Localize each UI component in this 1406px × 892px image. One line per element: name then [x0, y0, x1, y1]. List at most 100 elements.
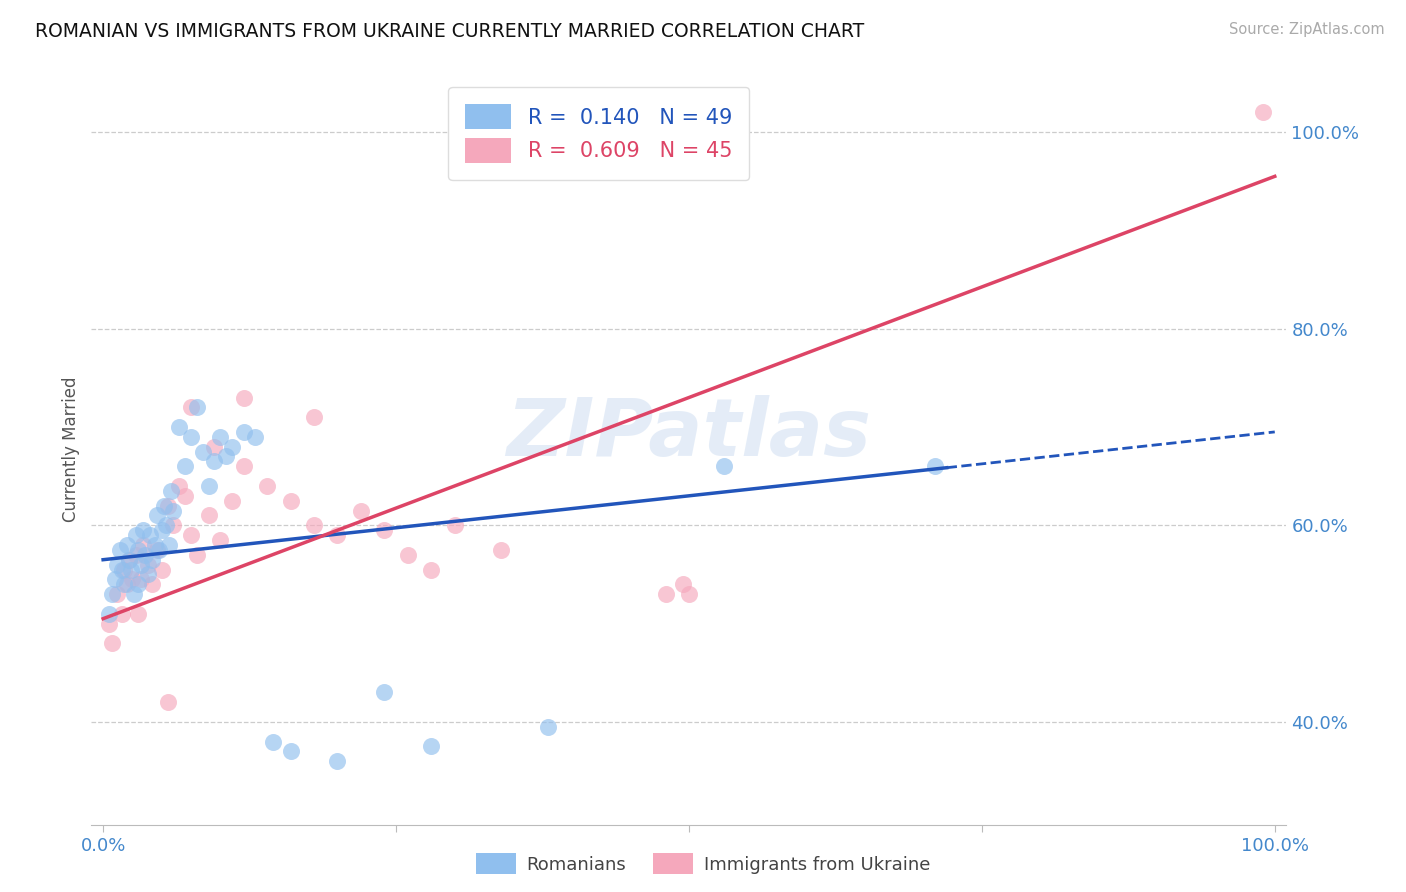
Point [209, 430, 232, 444]
Point [122, 587, 145, 601]
Point [115, 538, 138, 552]
Point [232, 425, 254, 439]
Point [326, 754, 349, 768]
Point [111, 607, 134, 621]
Point [180, 401, 202, 415]
Point [136, 558, 159, 572]
Point [111, 562, 134, 576]
Point [256, 479, 278, 493]
Point [139, 528, 162, 542]
Point [302, 410, 325, 425]
Point [125, 548, 148, 562]
Point [156, 499, 179, 513]
Point [105, 558, 128, 572]
Point [654, 587, 676, 601]
Point [108, 542, 131, 557]
Point [221, 440, 243, 454]
Point [101, 587, 124, 601]
Point [245, 430, 267, 444]
Point [156, 695, 179, 709]
Point [174, 459, 197, 474]
Point [197, 508, 219, 523]
Point [112, 577, 135, 591]
Point [105, 587, 128, 601]
Point [186, 401, 208, 415]
Point [118, 552, 141, 566]
Point [537, 720, 560, 734]
Point [146, 542, 169, 557]
Point [120, 562, 142, 576]
Point [202, 440, 225, 454]
Point [98, 607, 120, 621]
Point [150, 523, 173, 537]
Point [302, 518, 325, 533]
Point [169, 420, 191, 434]
Point [118, 552, 141, 566]
Point [129, 558, 152, 572]
Point [127, 542, 149, 557]
Point [155, 518, 177, 533]
Point [924, 459, 946, 474]
Point [129, 573, 152, 587]
Point [420, 739, 443, 754]
Legend: Romanians, Immigrants from Ukraine: Romanians, Immigrants from Ukraine [467, 844, 939, 883]
Point [162, 518, 184, 533]
Point [232, 391, 254, 405]
Point [141, 552, 163, 566]
Text: ROMANIAN VS IMMIGRANTS FROM UKRAINE CURRENTLY MARRIED CORRELATION CHART: ROMANIAN VS IMMIGRANTS FROM UKRAINE CURR… [35, 22, 865, 41]
Point [101, 636, 124, 650]
Y-axis label: Currently Married: Currently Married [62, 376, 80, 522]
Point [174, 489, 197, 503]
Point [221, 493, 243, 508]
Point [132, 538, 155, 552]
Point [132, 523, 155, 537]
Text: ZIPatlas: ZIPatlas [506, 395, 872, 473]
Point [443, 518, 465, 533]
Point [209, 533, 232, 547]
Point [191, 444, 214, 458]
Point [112, 562, 135, 576]
Legend: R =  0.140   N = 49, R =  0.609   N = 45: R = 0.140 N = 49, R = 0.609 N = 45 [449, 87, 749, 180]
Point [127, 607, 149, 621]
Point [713, 459, 735, 474]
Point [180, 528, 202, 542]
Point [373, 685, 395, 699]
Point [125, 528, 148, 542]
Point [169, 479, 191, 493]
Point [141, 577, 163, 591]
Point [115, 577, 138, 591]
Point [280, 493, 302, 508]
Point [121, 573, 143, 587]
Point [215, 450, 238, 464]
Point [1251, 105, 1274, 120]
Point [127, 577, 149, 591]
Point [326, 528, 349, 542]
Point [160, 483, 183, 498]
Point [148, 542, 170, 557]
Point [232, 459, 254, 474]
Point [491, 542, 513, 557]
Point [180, 430, 202, 444]
Point [157, 538, 180, 552]
Point [678, 587, 700, 601]
Text: Source: ZipAtlas.com: Source: ZipAtlas.com [1229, 22, 1385, 37]
Point [262, 734, 284, 748]
Point [136, 567, 159, 582]
Point [396, 548, 419, 562]
Point [373, 523, 395, 537]
Point [162, 503, 184, 517]
Point [350, 503, 373, 517]
Point [202, 454, 225, 468]
Point [197, 479, 219, 493]
Point [143, 538, 166, 552]
Point [186, 548, 208, 562]
Point [150, 562, 173, 576]
Point [672, 577, 695, 591]
Point [420, 562, 443, 576]
Point [104, 573, 127, 587]
Point [98, 616, 120, 631]
Point [153, 499, 176, 513]
Point [146, 508, 169, 523]
Point [280, 744, 302, 758]
Point [134, 548, 156, 562]
